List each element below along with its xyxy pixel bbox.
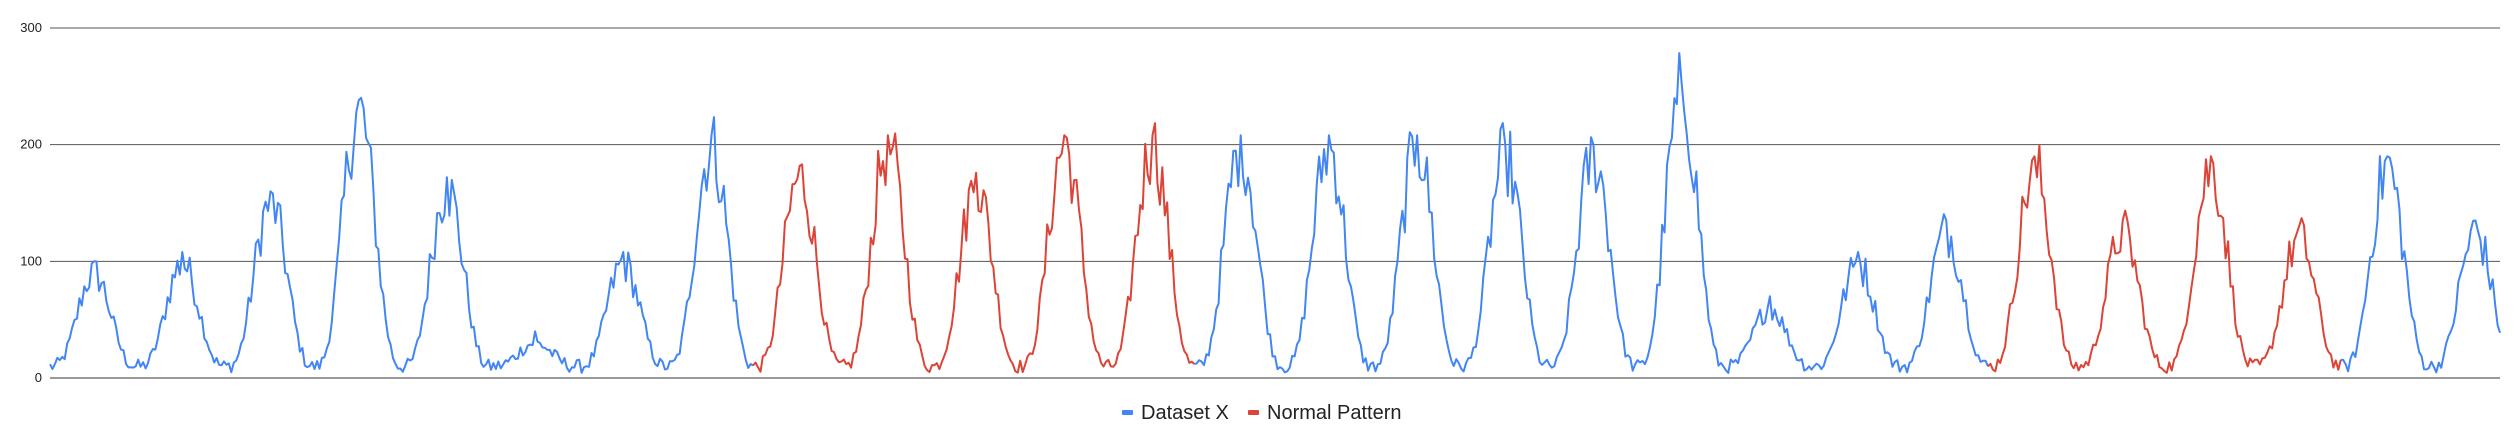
legend-swatch-normal-pattern (1248, 410, 1259, 415)
y-axis: 0 100 200 300 (20, 20, 42, 385)
legend-label-normal-pattern: Normal Pattern (1267, 402, 1402, 424)
legend-label-dataset-x: Dataset X (1141, 402, 1229, 424)
gridlines (50, 27, 2500, 379)
y-tick-label: 100 (20, 253, 42, 268)
y-tick-label: 300 (20, 20, 42, 35)
legend: Dataset X Normal Pattern (1122, 402, 1402, 424)
y-tick-label: 200 (20, 137, 42, 152)
series-line-dataset-x (1194, 52, 1989, 374)
legend-swatch-dataset-x (1122, 410, 1133, 415)
series-line-normal-pattern (1987, 144, 2342, 374)
series-line-dataset-x (2340, 155, 2501, 374)
y-tick-label: 0 (35, 370, 42, 385)
series-lines (49, 52, 2501, 374)
series-line-dataset-x (49, 96, 754, 374)
series-line-normal-pattern (752, 122, 1195, 374)
